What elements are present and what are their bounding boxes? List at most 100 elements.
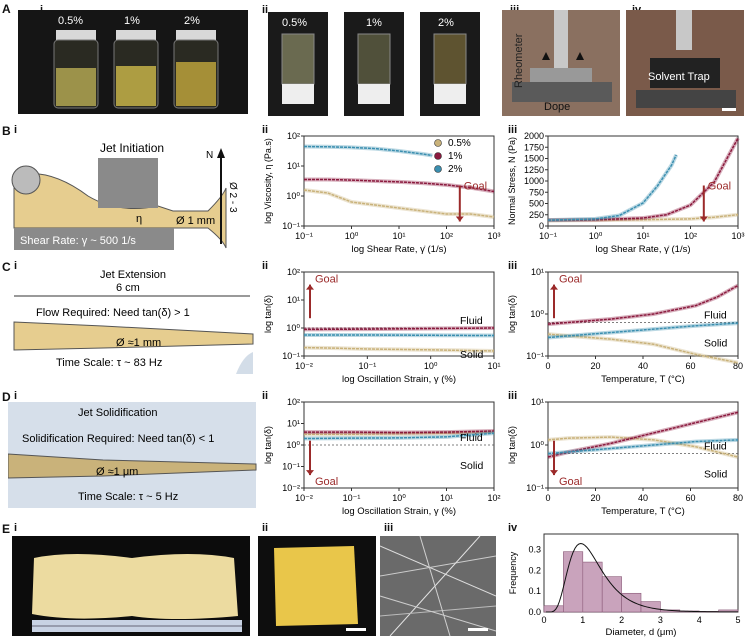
- inverted-vial-3: 2%: [420, 12, 480, 116]
- x-tick-label: 5: [735, 615, 740, 625]
- x-tick-label: 10²: [487, 493, 500, 503]
- goal-label: Goal: [708, 181, 731, 193]
- x-tick-label: 3: [658, 615, 663, 625]
- x-tick-label: 10⁰: [589, 231, 603, 241]
- y-tick-label: 10²: [287, 268, 300, 277]
- y-tick-label: 10⁰: [286, 323, 300, 333]
- inv-label-1: 0.5%: [282, 17, 307, 29]
- panel-E-ii-label: ii: [262, 522, 269, 534]
- y-tick-label: 10¹: [287, 419, 300, 429]
- chart-D-iii: 0 20 40 60 80 10⁻¹ 10⁰ 10¹ Temperature, T (°C) lo…: [507, 398, 743, 517]
- solidification-required-label: Solidification Required: Need tan(δ) < 1: [22, 433, 214, 445]
- dia-2-3-label: Ø 2 - 3: [227, 182, 238, 213]
- time-scale-c-label: Time Scale: τ ~ 83 Hz: [56, 357, 162, 369]
- goal-arrowhead: [550, 284, 558, 290]
- y-tick-label: 250: [529, 210, 544, 220]
- x-tick-label: 10⁻¹: [295, 231, 313, 241]
- x-tick-label: 0: [545, 493, 550, 503]
- legend-label: 2%: [448, 164, 463, 175]
- goal-label: Goal: [559, 476, 582, 488]
- y-tick-label: 10¹: [287, 295, 300, 305]
- y-axis-label: log tan(δ): [263, 295, 273, 333]
- inv-label-3: 2%: [438, 17, 454, 29]
- y-tick-label: 10⁰: [286, 191, 300, 201]
- y-axis-label: Normal Stress, N (Pa): [507, 137, 517, 225]
- goal-label: Goal: [464, 181, 487, 193]
- hist-bar: [563, 551, 584, 613]
- y-tick-label: 0.0: [528, 607, 541, 617]
- panel-B-ii-label: ii: [262, 124, 269, 136]
- x-tick-label: 80: [733, 493, 743, 503]
- x-tick-label: 80: [733, 361, 743, 371]
- chart-B-ii: 10⁻¹ 10⁰ 10¹ 10² 10³ 10⁻¹ 10⁰ 10¹ 10² log Shear R…: [263, 132, 501, 255]
- series-line-1%: [303, 327, 495, 331]
- x-tick-label: 10⁻²: [295, 493, 313, 503]
- jet-extension-title: Jet Extension: [100, 269, 166, 281]
- y-tick-label: 10⁰: [530, 440, 544, 450]
- solid-label: Solid: [460, 460, 484, 472]
- x-axis-label: log Oscillation Strain, γ (%): [342, 374, 456, 385]
- x-axis-label: log Shear Rate, γ̇ (1/s): [351, 244, 446, 255]
- x-tick-label: 1: [580, 615, 585, 625]
- panel-E-iii-label: iii: [384, 522, 394, 534]
- jet-solidification-title: Jet Solidification: [78, 407, 158, 419]
- y-tick-label: 10⁻¹: [282, 221, 300, 231]
- jet-solidification-diagram: Jet Solidification Solidification Requir…: [8, 402, 257, 508]
- panel-B-label: B: [2, 124, 11, 138]
- x-axis-label: log Oscillation Strain, γ (%): [342, 506, 456, 517]
- y-tick-label: 2000: [524, 132, 544, 141]
- y-tick-label: 0.1: [528, 586, 541, 596]
- y-tick-label: 10¹: [531, 398, 544, 407]
- x-tick-label: 10⁻²: [295, 361, 313, 371]
- panel-C-i-label: i: [14, 260, 18, 272]
- x-tick-label: 10⁻¹: [539, 231, 557, 241]
- x-tick-label: 10³: [731, 231, 744, 241]
- y-axis-label: Frequency: [508, 551, 518, 594]
- y-tick-label: 750: [529, 187, 544, 197]
- inv-label-2: 1%: [366, 17, 382, 29]
- legend-marker: [434, 139, 442, 147]
- x-axis-label: Temperature, T (°C): [601, 506, 685, 517]
- x-tick-label: 10³: [487, 231, 500, 241]
- x-tick-label: 40: [638, 493, 648, 503]
- x-tick-label: 4: [697, 615, 702, 625]
- x-tick-label: 10¹: [440, 493, 453, 503]
- x-tick-label: 10²: [440, 231, 453, 241]
- x-tick-label: 10⁰: [345, 231, 359, 241]
- eta-label: η: [136, 213, 142, 225]
- shear-rate-label: Shear Rate: γ ~ 500 1/s: [20, 235, 136, 247]
- panel-D-label: D: [2, 390, 11, 404]
- goal-label: Goal: [559, 274, 582, 286]
- rheometer-photo: Rheometer Dope: [502, 10, 620, 116]
- sem-image: [380, 536, 496, 636]
- n-label: N: [206, 150, 213, 161]
- panel-B-i-label: i: [14, 124, 18, 136]
- vial-label-1: 0.5%: [58, 15, 83, 27]
- flow-required-label: Flow Required: Need tan(δ) > 1: [36, 307, 190, 319]
- y-tick-label: 10⁰: [530, 309, 544, 319]
- solid-label: Solid: [704, 469, 728, 481]
- x-axis-label: Temperature, T (°C): [601, 374, 685, 385]
- series-line-0.5%: [304, 431, 495, 435]
- y-tick-label: 10⁻¹: [526, 483, 544, 493]
- goal-arrowhead: [550, 470, 558, 476]
- y-tick-label: 10⁻¹: [526, 351, 544, 361]
- hist-bar: [601, 576, 622, 613]
- series-line-0.5%: [547, 213, 739, 222]
- fit-curve: [545, 542, 739, 613]
- legend-marker: [434, 152, 442, 160]
- y-tick-label: 1250: [524, 165, 544, 175]
- y-tick-label: 10⁻²: [282, 483, 300, 493]
- legend-label: 1%: [448, 151, 463, 162]
- goal-label: Goal: [315, 274, 338, 286]
- x-tick-label: 10⁰: [424, 361, 438, 371]
- solvent-trap-label: Solvent Trap: [648, 71, 710, 83]
- y-tick-label: 10¹: [287, 161, 300, 171]
- y-axis-label: log tan(δ): [507, 426, 517, 464]
- panel-A-label: A: [2, 2, 11, 16]
- y-tick-label: 10⁰: [286, 440, 300, 450]
- scaffold-photo: [12, 536, 250, 636]
- mat-photo: [258, 536, 376, 636]
- y-tick-label: 10²: [287, 398, 300, 407]
